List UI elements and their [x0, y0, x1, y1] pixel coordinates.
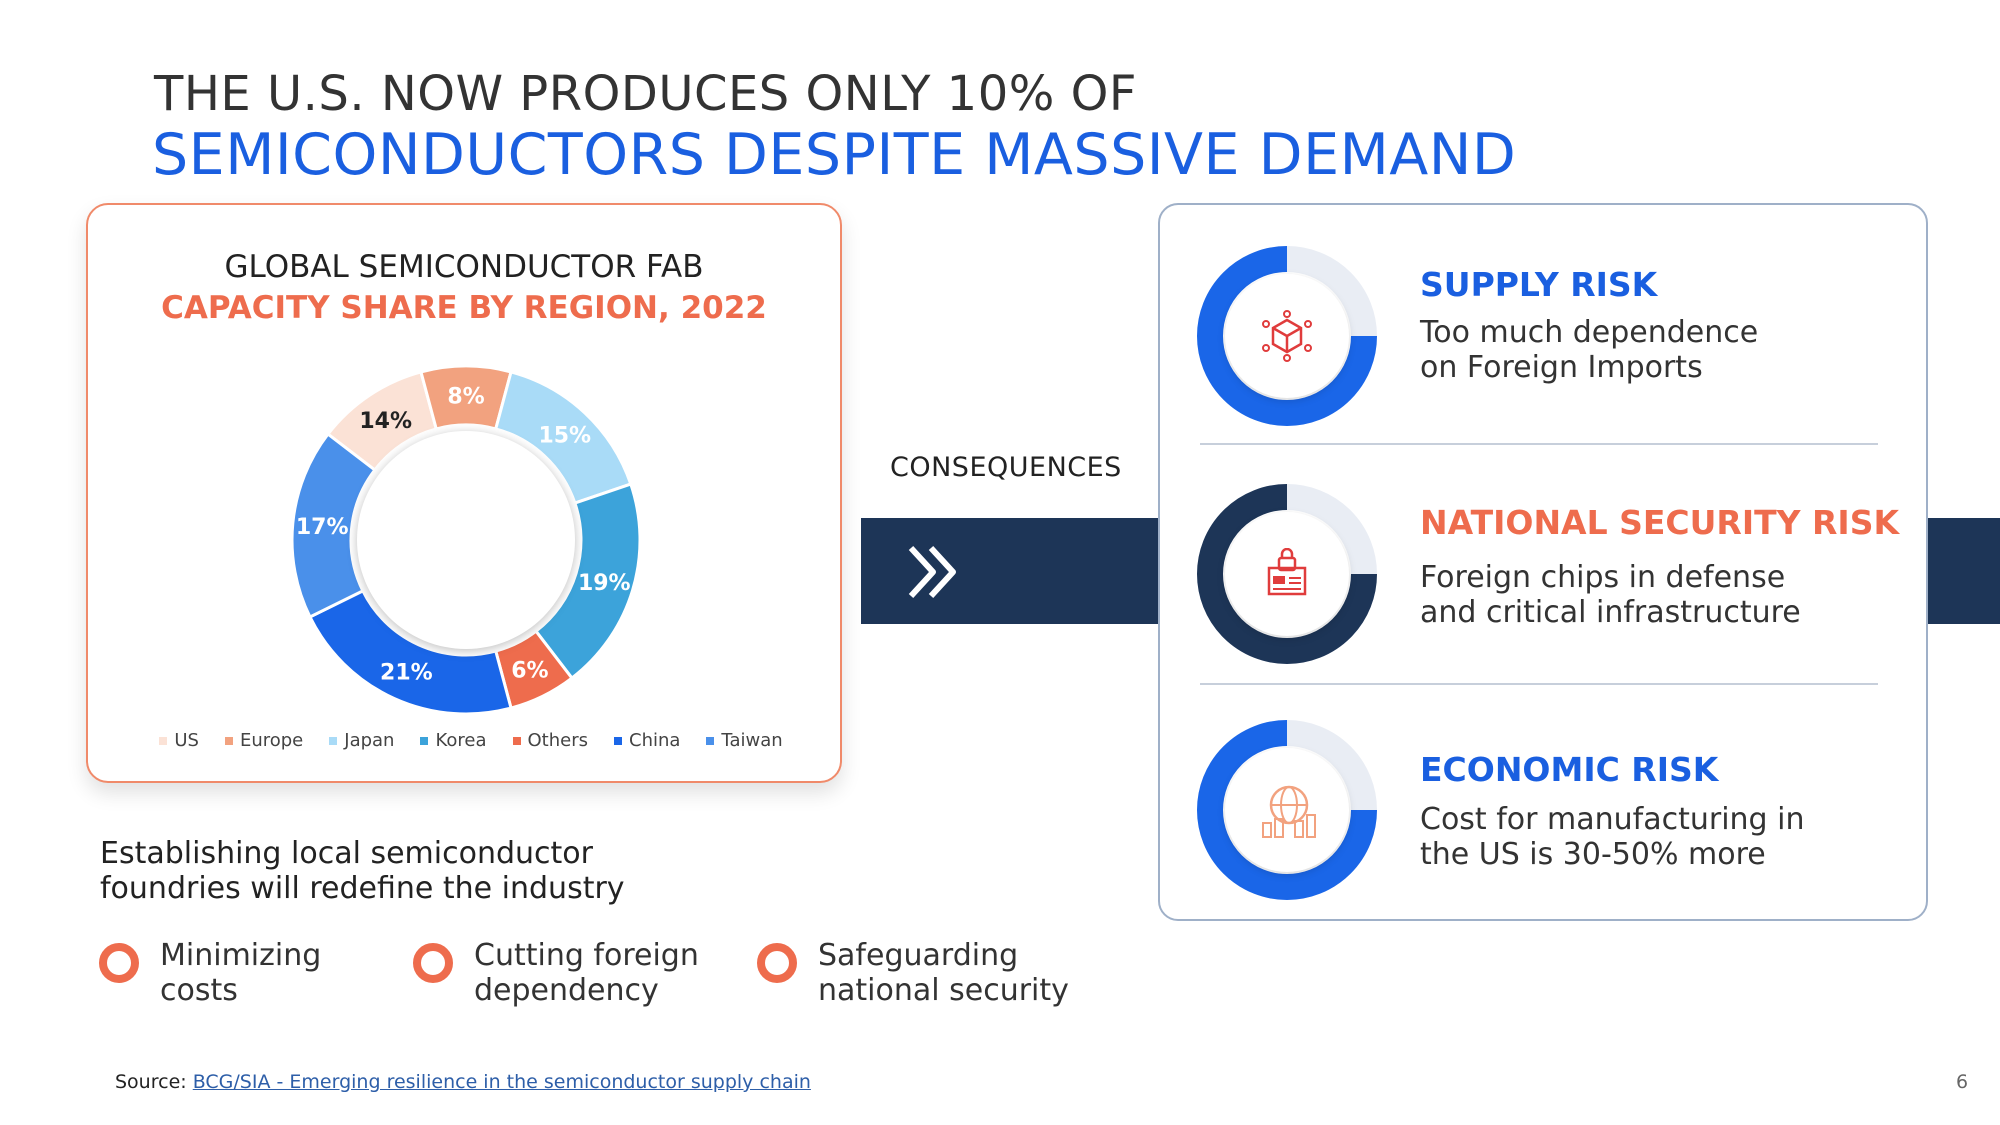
- statement-line-1: Establishing local semiconductor: [100, 836, 593, 871]
- economic-risk-ring: [1197, 720, 1377, 900]
- legend-item-japan: Japan: [329, 730, 394, 751]
- data-label-us: 14%: [359, 409, 412, 434]
- donut-hole: [357, 431, 575, 649]
- benefit-item: Safeguarding national security: [756, 938, 1069, 1008]
- statement-line-2: foundries will redefine the industry: [100, 871, 625, 906]
- double-chevron-right-icon: [908, 545, 956, 599]
- economic-risk-desc-2: the US is 30-50% more: [1420, 837, 1766, 872]
- globe-chart-icon: [1262, 785, 1316, 838]
- legend-item-korea: Korea: [420, 730, 487, 751]
- benefit-item: Minimizing costs: [98, 938, 321, 1008]
- legend-item-europe: Europe: [224, 730, 304, 751]
- national-security-risk-ring: [1197, 484, 1377, 664]
- benefit-text-line-2: national security: [818, 973, 1069, 1008]
- legend-label: China: [629, 730, 681, 751]
- benefit-text-line-2: costs: [160, 973, 238, 1008]
- legend-label: Japan: [344, 730, 395, 751]
- title-line-1: THE U.S. NOW PRODUCES ONLY 10% OF: [154, 66, 1137, 122]
- chart-legend: US Europe Japan Korea Others China Taiwan: [136, 730, 806, 751]
- legend-swatch: [159, 736, 168, 745]
- chart-title: GLOBAL SEMICONDUCTOR FAB: [224, 249, 704, 285]
- economic-risk-desc-1: Cost for manufacturing in: [1420, 802, 1805, 837]
- donut-chart: 14% 8% 15% 19% 6% 21% 17%: [290, 364, 642, 716]
- divider: [1200, 683, 1878, 685]
- data-label-others: 6%: [511, 659, 548, 684]
- legend-swatch: [329, 736, 338, 745]
- legend-swatch: [512, 736, 521, 745]
- legend-swatch: [614, 736, 622, 745]
- slice-taiwan: [290, 431, 377, 619]
- statement: Establishing local semiconductor foundri…: [100, 836, 625, 906]
- consequences-arrow-band-end: [1928, 518, 2000, 624]
- chart-subtitle: CAPACITY SHARE BY REGION, 2022: [161, 290, 767, 326]
- legend-label: Europe: [239, 730, 304, 751]
- legend-item-taiwan: Taiwan: [706, 730, 783, 751]
- page-number: 6: [1956, 1071, 1969, 1093]
- benefit-text-line-1: Cutting foreign: [474, 938, 699, 973]
- economic-risk-title: ECONOMIC RISK: [1420, 750, 1719, 789]
- consequences-label: CONSEQUENCES: [890, 452, 1122, 483]
- legend-item-china: China: [614, 730, 680, 751]
- ring-bullet-icon: [413, 943, 453, 983]
- package-icon: [1262, 310, 1312, 362]
- secure-building-icon: [1267, 548, 1307, 596]
- consequences-arrow-band: [861, 518, 1161, 624]
- data-label-europe: 8%: [447, 385, 484, 410]
- data-label-china: 21%: [380, 661, 433, 686]
- supply-risk-desc-2: on Foreign Imports: [1420, 350, 1703, 385]
- legend-label: Korea: [435, 730, 487, 751]
- chart-card: GLOBAL SEMICONDUCTOR FAB CAPACITY SHARE …: [86, 203, 842, 783]
- benefit-item: Cutting foreign dependency: [412, 938, 699, 1008]
- divider: [1200, 443, 1878, 445]
- supply-risk-title: SUPPLY RISK: [1420, 265, 1658, 304]
- title-line-2: SEMICONDUCTORS DESPITE MASSIVE DEMAND: [152, 122, 1517, 188]
- legend-item-others: Others: [512, 730, 589, 751]
- supply-risk-desc-1: Too much dependence: [1420, 315, 1759, 350]
- legend-label: Taiwan: [721, 730, 783, 751]
- source-label: Source:: [115, 1071, 187, 1093]
- legend-label: Others: [527, 730, 589, 751]
- national-security-risk-title: NATIONAL SECURITY RISK: [1420, 503, 1900, 542]
- benefit-text-line-1: Minimizing: [160, 938, 322, 973]
- data-label-taiwan: 17%: [296, 515, 349, 540]
- ring-bullet-icon: [99, 943, 139, 983]
- legend-item-us: US: [159, 730, 199, 751]
- national-security-risk-desc-2: and critical infrastructure: [1420, 595, 1801, 630]
- data-label-japan: 15%: [538, 424, 591, 449]
- risk-card: SUPPLY RISK Too much dependence on Forei…: [1158, 203, 1928, 921]
- source-note: Source: BCG/SIA - Emerging resilience in…: [115, 1071, 811, 1093]
- legend-label: US: [174, 730, 199, 751]
- benefit-text-line-1: Safeguarding: [818, 938, 1019, 973]
- source-link[interactable]: BCG/SIA - Emerging resilience in the sem…: [192, 1071, 811, 1093]
- legend-swatch: [706, 736, 715, 745]
- national-security-risk-desc-1: Foreign chips in defense: [1420, 560, 1786, 595]
- benefit-text-line-2: dependency: [474, 973, 659, 1008]
- data-label-korea: 19%: [578, 571, 631, 596]
- ring-bullet-icon: [757, 943, 797, 983]
- legend-swatch: [420, 736, 429, 745]
- legend-swatch: [224, 736, 233, 745]
